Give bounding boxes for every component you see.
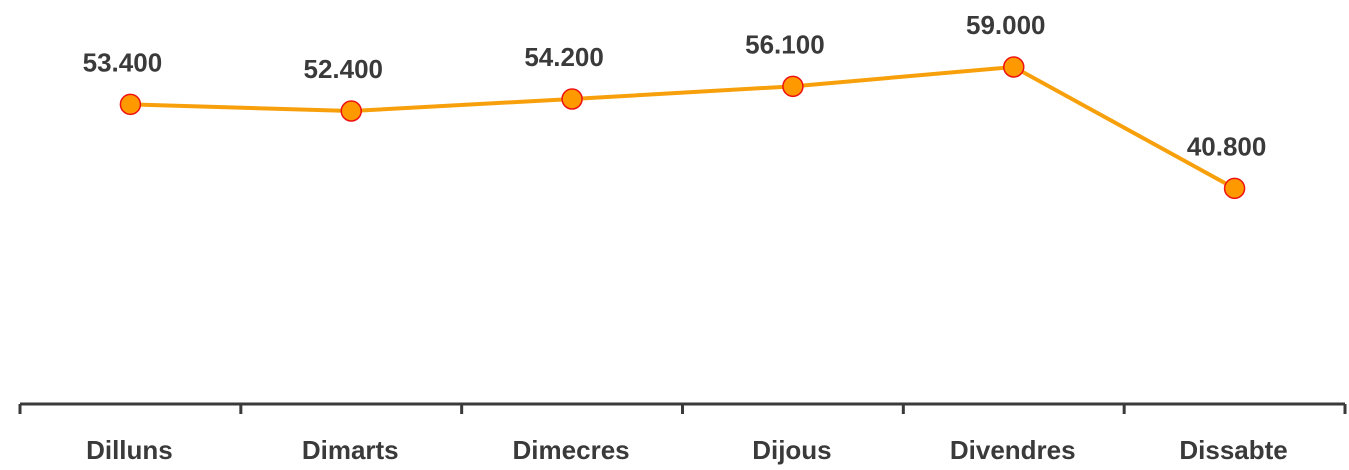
category-label: Dimecres	[513, 435, 630, 465]
marker-layer	[119, 56, 1246, 200]
data-label: 56.100	[745, 29, 825, 59]
data-label: 59.000	[966, 10, 1046, 40]
series-line	[130, 65, 1236, 191]
category-label-layer: Dilluns Dimarts Dimecres Dijous Divendres Dis…	[86, 435, 1288, 465]
data-point-marker	[119, 93, 142, 116]
data-label: 52.400	[303, 54, 383, 84]
data-label: 53.400	[83, 47, 163, 77]
data-point-marker	[782, 75, 804, 98]
data-point-marker	[1003, 56, 1025, 78]
data-label: 54.200	[524, 42, 604, 72]
data-point-marker	[1223, 177, 1246, 200]
series-line-layer	[130, 65, 1236, 191]
category-label: Dimarts	[302, 435, 399, 465]
category-label: Dissabte	[1179, 435, 1287, 465]
x-axis	[18, 402, 1347, 414]
data-point-marker	[340, 100, 362, 122]
data-label: 40.800	[1187, 131, 1267, 161]
category-label: Dijous	[752, 435, 831, 465]
category-label: Divendres	[950, 435, 1076, 465]
data-label-layer: 53.400 52.400 54.200 56.100 59.000 40.800	[83, 10, 1267, 161]
category-label: Dilluns	[86, 435, 173, 465]
data-point-marker	[561, 88, 583, 110]
